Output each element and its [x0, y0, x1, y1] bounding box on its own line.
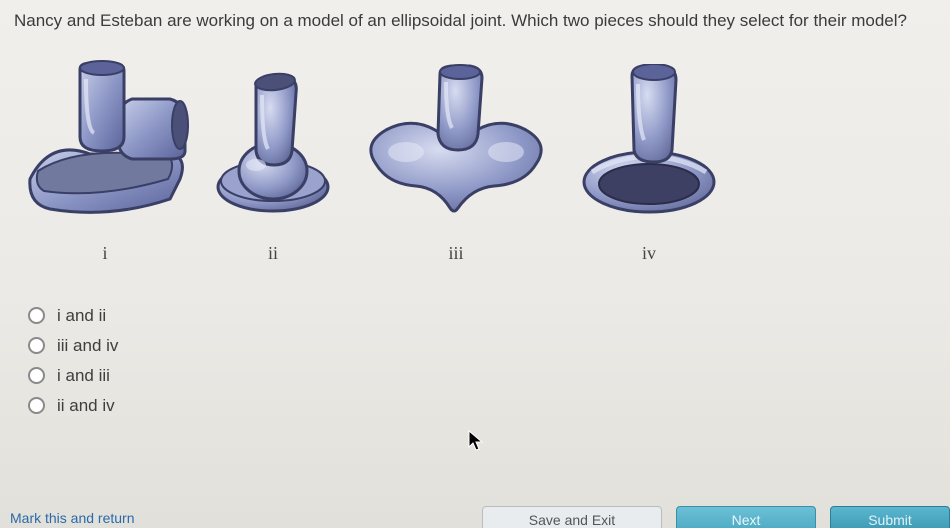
footer-bar: Mark this and return Save and Exit Next … — [0, 494, 950, 528]
option-label: i and iii — [57, 366, 110, 386]
submit-button[interactable]: Submit — [830, 506, 950, 528]
option-c[interactable]: i and iii — [28, 366, 950, 386]
figure-label-iii: iii — [448, 243, 463, 264]
figure-label-ii: ii — [268, 243, 278, 264]
figure-iii: iii — [356, 64, 556, 264]
option-b[interactable]: iii and iv — [28, 336, 950, 356]
next-button[interactable]: Next — [676, 506, 816, 528]
option-label: i and ii — [57, 306, 106, 326]
figure-label-i: i — [102, 243, 107, 264]
option-label: ii and iv — [57, 396, 115, 416]
mouse-cursor-icon — [468, 430, 486, 458]
shape-iv — [574, 64, 724, 219]
figure-ii: ii — [208, 69, 338, 264]
answer-options: i and ii iii and iv i and iii ii and iv — [0, 264, 950, 416]
radio-icon[interactable] — [28, 307, 45, 324]
question-text: Nancy and Esteban are working on a model… — [0, 0, 950, 33]
figure-label-iv: iv — [642, 243, 656, 264]
mark-return-link[interactable]: Mark this and return — [0, 510, 135, 528]
shape-i — [20, 59, 190, 219]
option-a[interactable]: i and ii — [28, 306, 950, 326]
shape-iii — [356, 64, 556, 219]
shape-ii — [208, 69, 338, 219]
save-exit-button[interactable]: Save and Exit — [482, 506, 662, 528]
option-d[interactable]: ii and iv — [28, 396, 950, 416]
figure-row: i ii — [0, 33, 950, 264]
radio-icon[interactable] — [28, 367, 45, 384]
radio-icon[interactable] — [28, 337, 45, 354]
radio-icon[interactable] — [28, 397, 45, 414]
figure-i: i — [20, 59, 190, 264]
figure-iv: iv — [574, 64, 724, 264]
option-label: iii and iv — [57, 336, 118, 356]
